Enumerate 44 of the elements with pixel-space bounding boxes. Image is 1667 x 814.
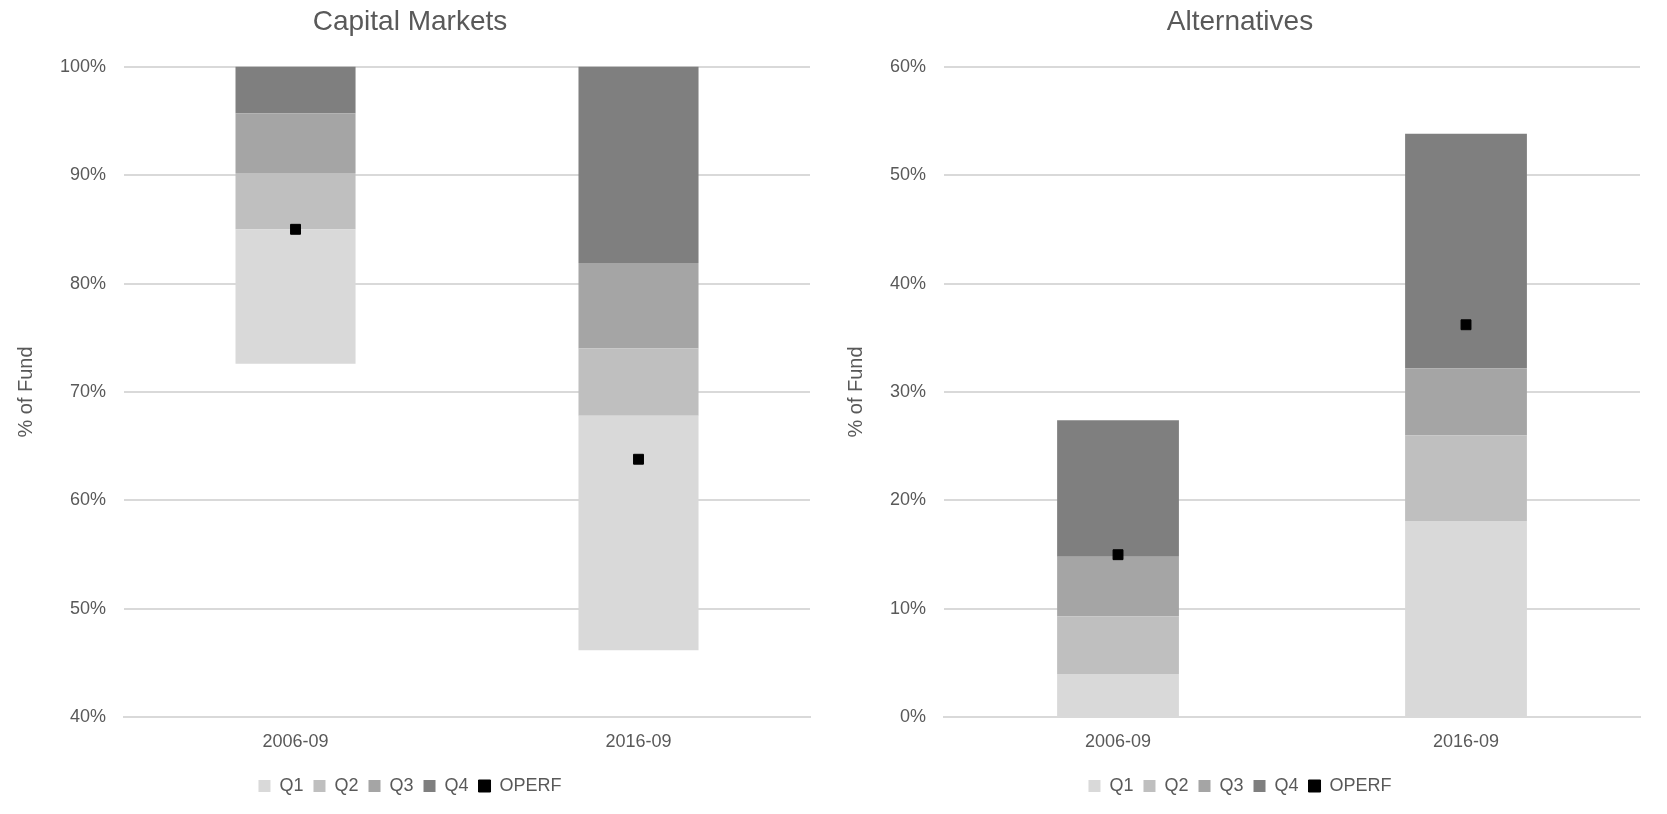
y-tick-label: 50% — [70, 597, 107, 618]
bar — [235, 113, 356, 173]
y-tick-label: 100% — [59, 55, 107, 76]
bar — [235, 172, 356, 230]
y-tick-label: 20% — [890, 489, 927, 510]
y-tick-label: 50% — [890, 164, 927, 185]
y-tick-label: 60% — [890, 55, 927, 76]
x-tick-label: 2016-09 — [1432, 731, 1500, 752]
bar — [1057, 616, 1179, 675]
y-tick-label: 40% — [70, 706, 107, 727]
y-tick-label: 60% — [70, 489, 107, 510]
x-tick-label: 2016-09 — [605, 731, 672, 752]
y-tick-label: 10% — [890, 597, 927, 618]
bar — [578, 262, 699, 349]
legend-label: Q2 — [334, 774, 359, 795]
bar — [235, 66, 356, 114]
bar — [1057, 420, 1179, 557]
bar — [578, 348, 699, 416]
legend-label: Q1 — [279, 774, 304, 795]
y-axis-title: % of Fund — [843, 346, 866, 438]
legend-label: Q3 — [1219, 774, 1244, 795]
chart-title: Alternatives — [1166, 4, 1314, 36]
bar — [1405, 133, 1527, 369]
y-tick-label: 80% — [70, 272, 107, 293]
legend-label: Q2 — [1164, 774, 1189, 795]
y-tick-label: 0% — [900, 706, 927, 727]
x-tick-label: 2006-09 — [262, 731, 329, 752]
y-axis-title: % of Fund — [13, 346, 36, 438]
legend-label: OPERF — [1329, 774, 1392, 795]
legend-label: OPERF — [499, 774, 562, 795]
legend-label: Q4 — [444, 774, 469, 795]
x-tick-label: 2006-09 — [1084, 731, 1152, 752]
y-tick-label: 90% — [70, 164, 107, 185]
y-tick-label: 30% — [890, 380, 927, 401]
y-tick-label: 70% — [70, 380, 107, 401]
legend-label: Q4 — [1274, 774, 1299, 795]
bar — [1405, 368, 1527, 436]
bar — [578, 66, 699, 263]
chart-title: Capital Markets — [312, 4, 508, 36]
legend-label: Q3 — [389, 774, 414, 795]
legend-label: Q1 — [1109, 774, 1134, 795]
bar — [1057, 556, 1179, 617]
bar — [1405, 435, 1527, 522]
y-tick-label: 40% — [890, 272, 927, 293]
